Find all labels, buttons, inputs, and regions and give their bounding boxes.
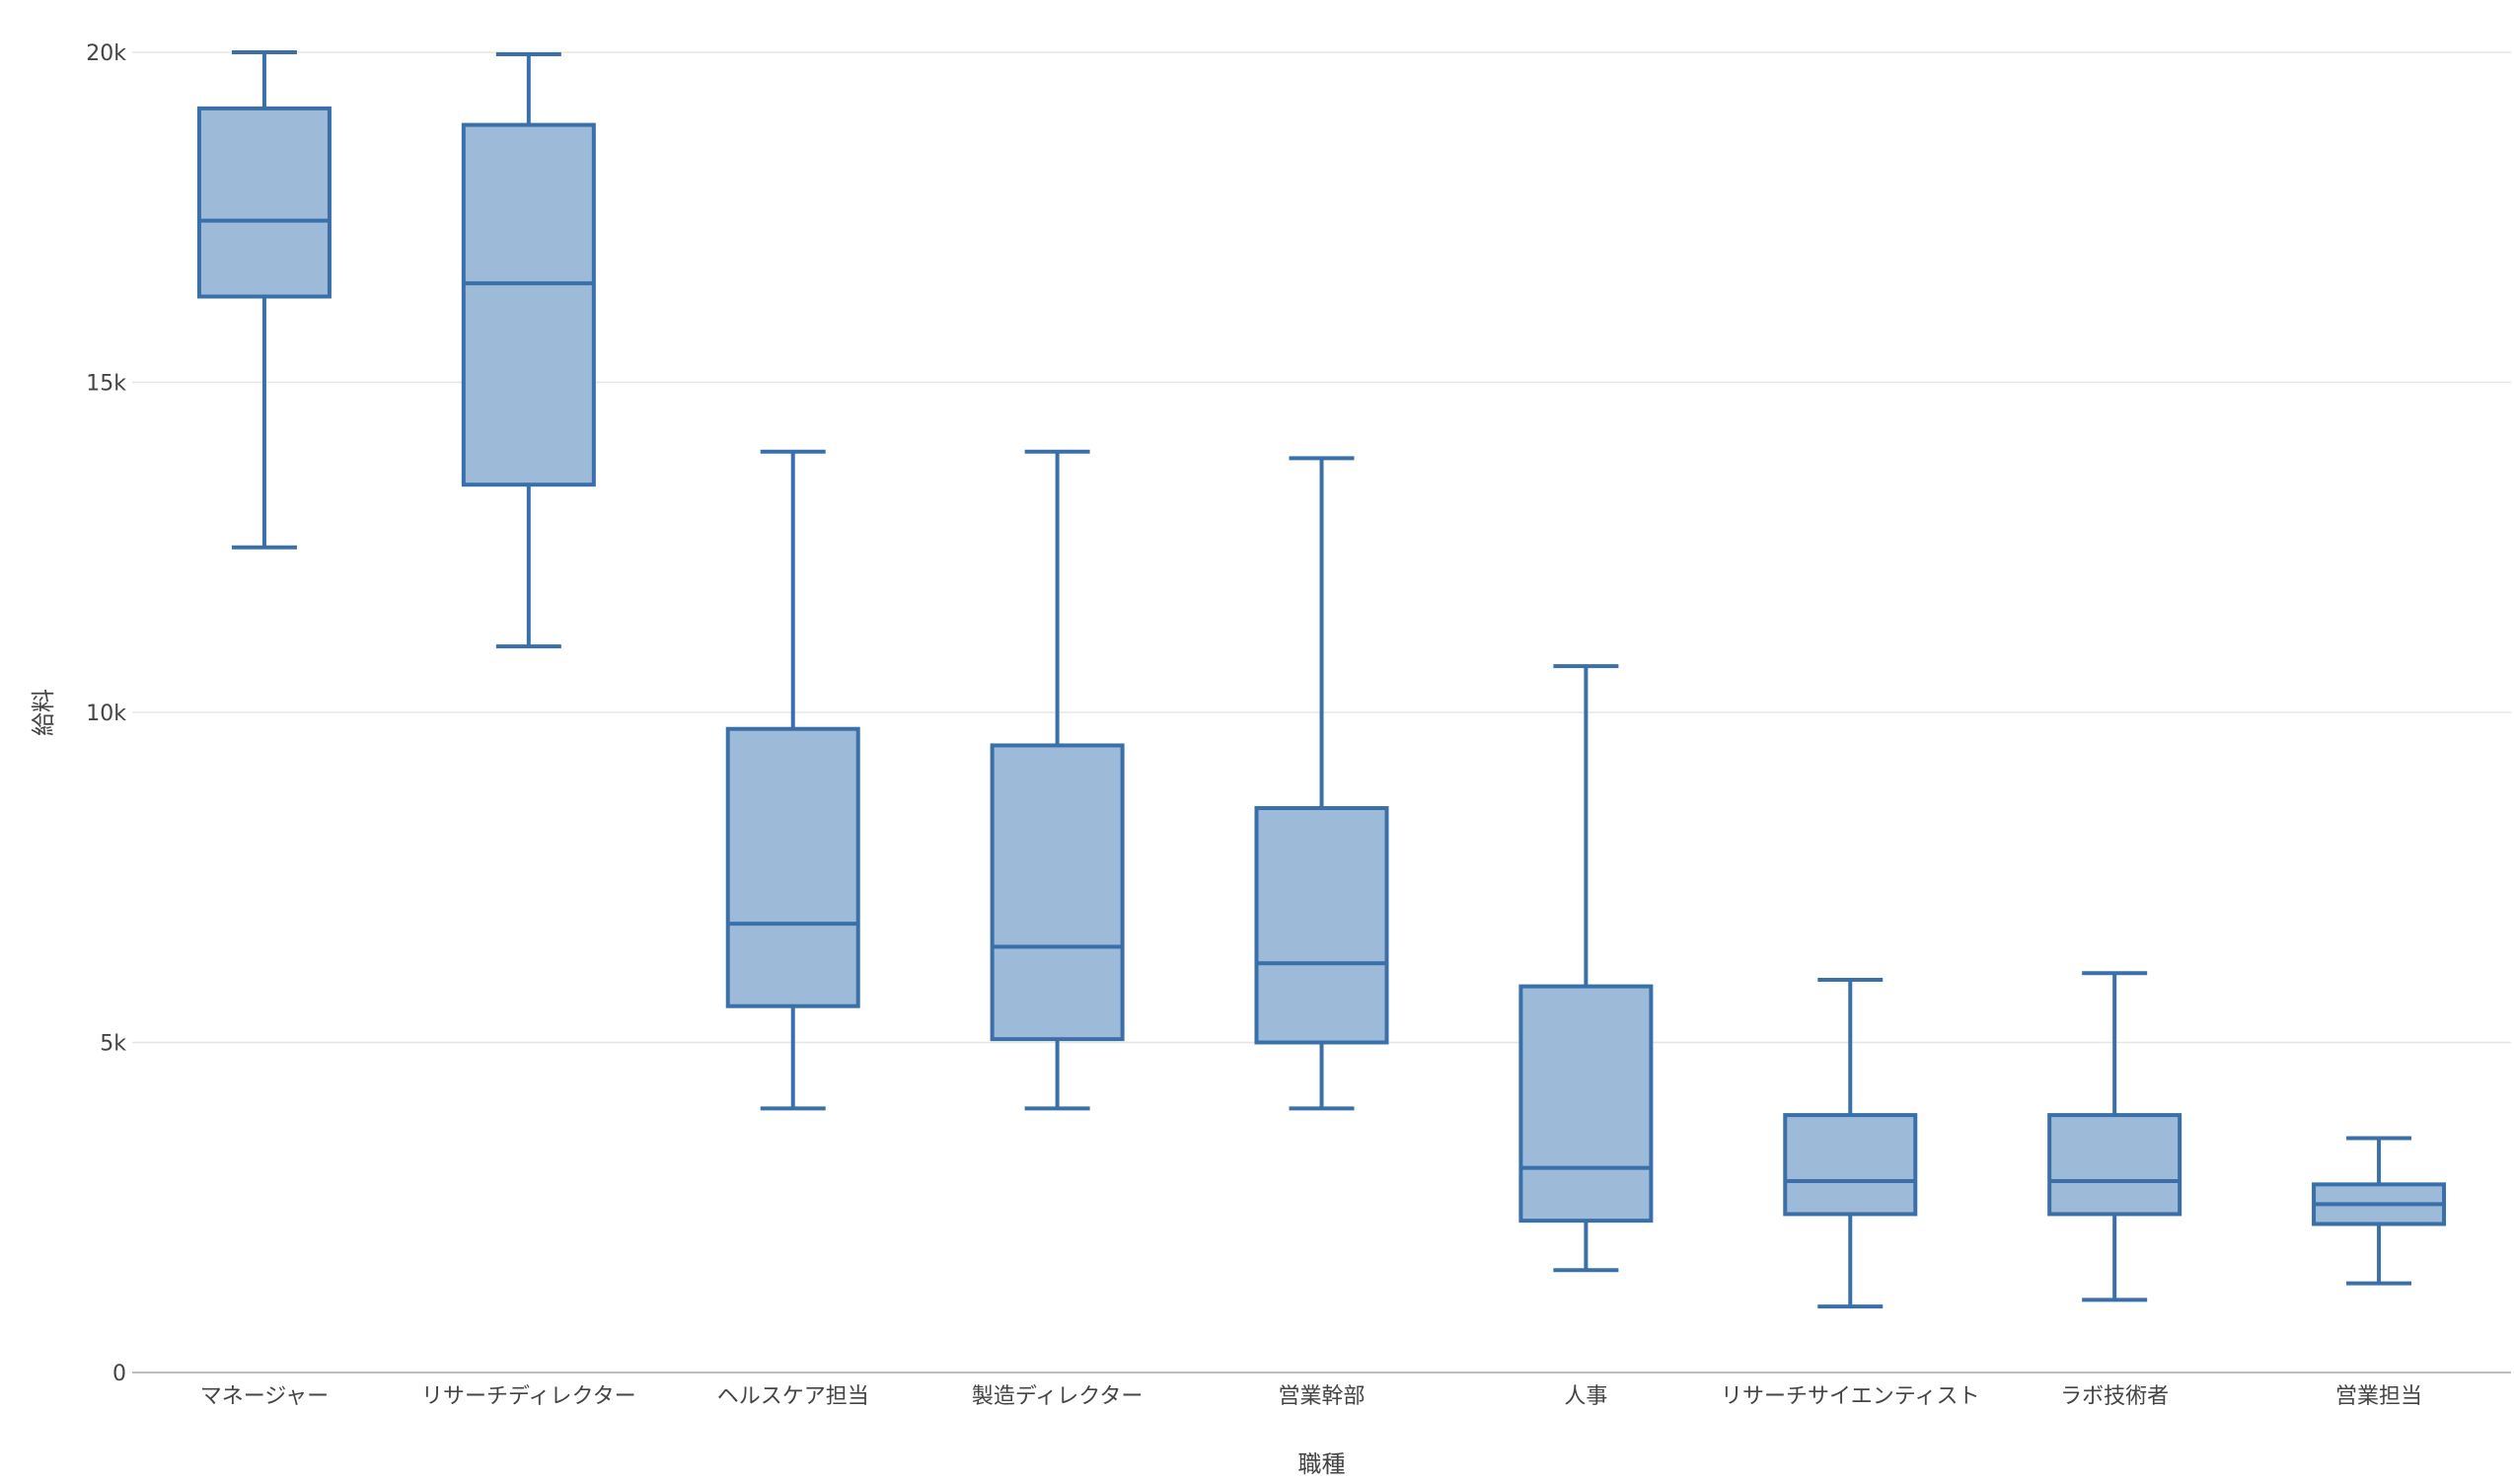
interquartile-box	[1254, 806, 1389, 1045]
box-item[interactable]	[990, 449, 1125, 1111]
x-tick-label: 営業担当	[2335, 1384, 2422, 1409]
interquartile-box	[2047, 1113, 2182, 1217]
x-tick-label: 製造ディレクター	[972, 1384, 1144, 1409]
x-tick-label: ラボ技術者	[2060, 1384, 2169, 1409]
box-item[interactable]	[725, 449, 860, 1111]
box-item[interactable]	[1783, 977, 1918, 1309]
interquartile-box	[1783, 1113, 1918, 1217]
y-tick-label: 15k	[86, 372, 126, 397]
box-item[interactable]	[2312, 1136, 2447, 1286]
interquartile-box	[990, 743, 1125, 1042]
x-tick-label: リサーチサイエンティスト	[1721, 1384, 1979, 1409]
x-tick-label: 人事	[1564, 1384, 1607, 1409]
box-item[interactable]	[196, 50, 332, 550]
tick-labels: 0 5k 10k 15k 20k マネージャー リサーチディレクター ヘルスケア担当 製造ディレ…	[86, 41, 2422, 1409]
interquartile-box	[461, 122, 596, 487]
x-tick-label: 営業幹部	[1278, 1384, 1365, 1409]
y-tick-label: 20k	[86, 41, 126, 66]
interquartile-box	[1518, 984, 1654, 1224]
box-item[interactable]	[1254, 456, 1389, 1111]
y-axis-title: 給料	[30, 689, 57, 736]
y-tick-label: 0	[112, 1362, 126, 1386]
interquartile-box	[196, 106, 332, 299]
x-axis-title: 職種	[1298, 1450, 1346, 1478]
x-tick-label: リサーチディレクター	[421, 1384, 636, 1409]
interquartile-box	[725, 726, 860, 1008]
y-tick-label: 10k	[86, 702, 126, 726]
y-tick-label: 5k	[100, 1032, 126, 1057]
x-tick-label: マネージャー	[200, 1384, 329, 1409]
box-item[interactable]	[2047, 971, 2182, 1302]
box-item[interactable]	[461, 52, 596, 649]
x-tick-label: ヘルスケア担当	[717, 1384, 869, 1409]
box-item[interactable]	[1518, 664, 1654, 1273]
box-series	[196, 50, 2447, 1309]
